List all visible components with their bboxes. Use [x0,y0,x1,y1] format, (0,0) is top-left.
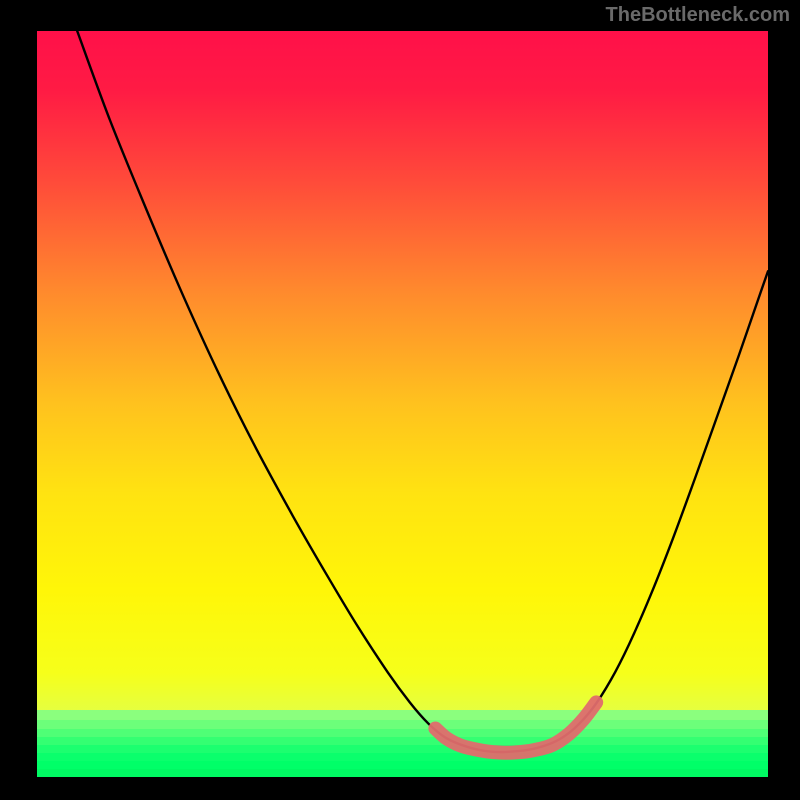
plot-area [37,31,768,777]
watermark-text: TheBottleneck.com [606,4,790,27]
curve-svg [37,31,768,777]
chart-frame: TheBottleneck.com [0,0,800,800]
highlight-path [435,702,596,752]
main-curve-path [77,31,768,752]
